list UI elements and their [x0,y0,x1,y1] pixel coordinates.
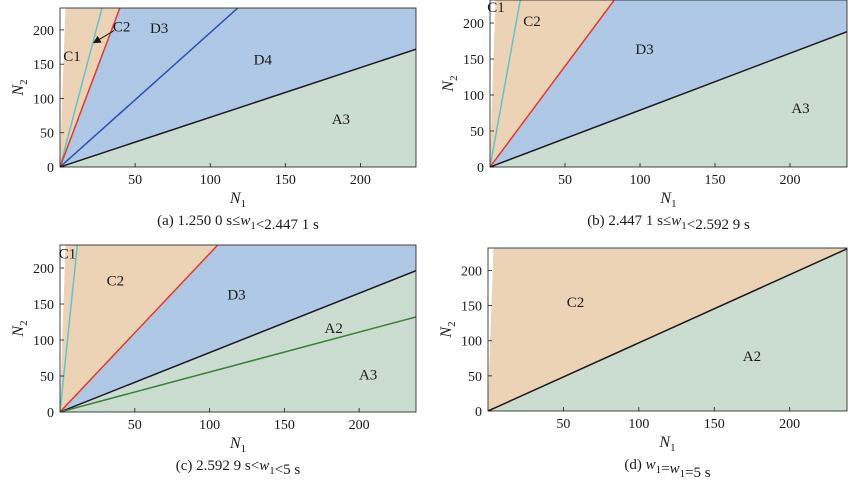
panel-caption: (d) w1=w1=5 s [624,457,710,481]
boundary-line [490,0,521,167]
y-tick-label: 50 [468,370,482,385]
region-label: C1 [487,0,505,16]
boundary-line [60,8,239,167]
y-tick-label: 150 [463,53,484,68]
y-tick-label: 50 [470,125,484,140]
x-axis-label: N1 [659,190,676,210]
x-tick-label: 100 [199,418,220,433]
annotation-arrow [92,30,115,44]
x-tick-label: 200 [780,173,801,188]
y-tick-label: 0 [47,406,54,421]
y-tick-label: 200 [33,24,54,39]
y-tick-label: 0 [47,161,54,176]
x-tick-label: 200 [779,417,800,432]
boundary-line [490,0,615,167]
region-label: A3 [332,112,350,128]
region-label: A3 [359,368,377,384]
boundary-line [60,8,103,167]
region-label: A2 [325,321,343,337]
chart-panel-3: 50 100 150 200 0 50 100 150 200 C1 C2 D3 A2 A3 N1 N2 (c)… [10,244,417,478]
plot-frame [59,244,417,413]
y-tick-label: 100 [461,335,482,350]
panel-caption: (c) 2.592 9 s<w1<5 s [176,458,301,478]
region-label: C2 [523,14,541,30]
x-tick-label: 200 [349,418,370,433]
y-tick-label: 150 [33,298,54,313]
boundary-line [60,48,416,167]
boundary-line [488,248,847,411]
chart-panel-1: 50 100 150 200 0 50 100 150 200 C1 C2 D3 D4 A3 N1 N2 (a)… [10,7,417,233]
y-tick-label: 200 [461,264,482,279]
y-axis-label: N2 [438,321,458,338]
x-axis-label: N1 [229,190,246,210]
x-tick-label: 100 [200,173,221,188]
x-tick-label: 50 [558,173,572,188]
x-tick-label: 50 [556,417,570,432]
y-axis-label: N2 [10,320,30,337]
region-label: D4 [254,52,273,68]
boundary-line [60,316,416,412]
plot-frame [487,247,848,412]
y-tick-label: 100 [463,89,484,104]
y-axis-label: N2 [10,79,30,96]
region-label: D3 [150,21,168,37]
region-label: D3 [227,288,245,304]
plot-area [488,248,847,411]
boundary-line [490,30,847,167]
boundary-line [60,269,416,412]
x-tick-label: 150 [705,173,726,188]
y-tick-label: 50 [40,127,54,142]
region-label: C2 [107,273,125,289]
x-tick-label: 100 [628,417,649,432]
chart-panel-4: 50 100 150 200 0 50 100 150 200 C2 A2 N1 N2 (d) w1=w1… [438,247,848,481]
plot-area [490,0,847,167]
y-tick-label: 50 [40,370,54,385]
y-tick-label: 200 [33,262,54,277]
plot-frame [489,0,848,168]
plot-area [60,245,416,412]
y-tick-label: 100 [33,92,54,107]
y-tick-label: 150 [461,300,482,315]
x-tick-label: 100 [630,173,651,188]
region-label: A3 [791,101,809,117]
x-tick-label: 150 [275,173,296,188]
region-label: A2 [743,349,761,365]
x-tick-label: 50 [128,173,142,188]
y-tick-label: 200 [463,17,484,32]
plot-frame [59,7,417,168]
boundary-line [60,245,79,412]
y-tick-label: 150 [33,58,54,73]
boundary-line [60,245,219,412]
y-tick-label: 0 [475,405,482,420]
region-label: D3 [635,42,653,58]
x-axis-label: N1 [229,435,246,455]
x-tick-label: 200 [350,173,371,188]
panel-caption: (b) 2.447 1 s≤w1<2.592 9 s [587,213,750,233]
plot-area [60,8,416,167]
region-label: C2 [567,295,585,311]
y-tick-label: 100 [33,334,54,349]
panel-caption: (a) 1.250 0 s≤w1<2.447 1 s [157,213,319,233]
y-axis-label: N2 [440,75,460,92]
x-tick-label: 150 [704,417,725,432]
boundary-line [60,8,121,167]
x-tick-label: 150 [274,418,295,433]
x-axis-label: N1 [658,434,675,454]
x-tick-label: 50 [128,418,142,433]
region-label: C1 [59,247,77,263]
region-label: C2 [113,20,131,36]
region-label: C1 [63,49,81,65]
y-tick-label: 0 [477,161,484,176]
